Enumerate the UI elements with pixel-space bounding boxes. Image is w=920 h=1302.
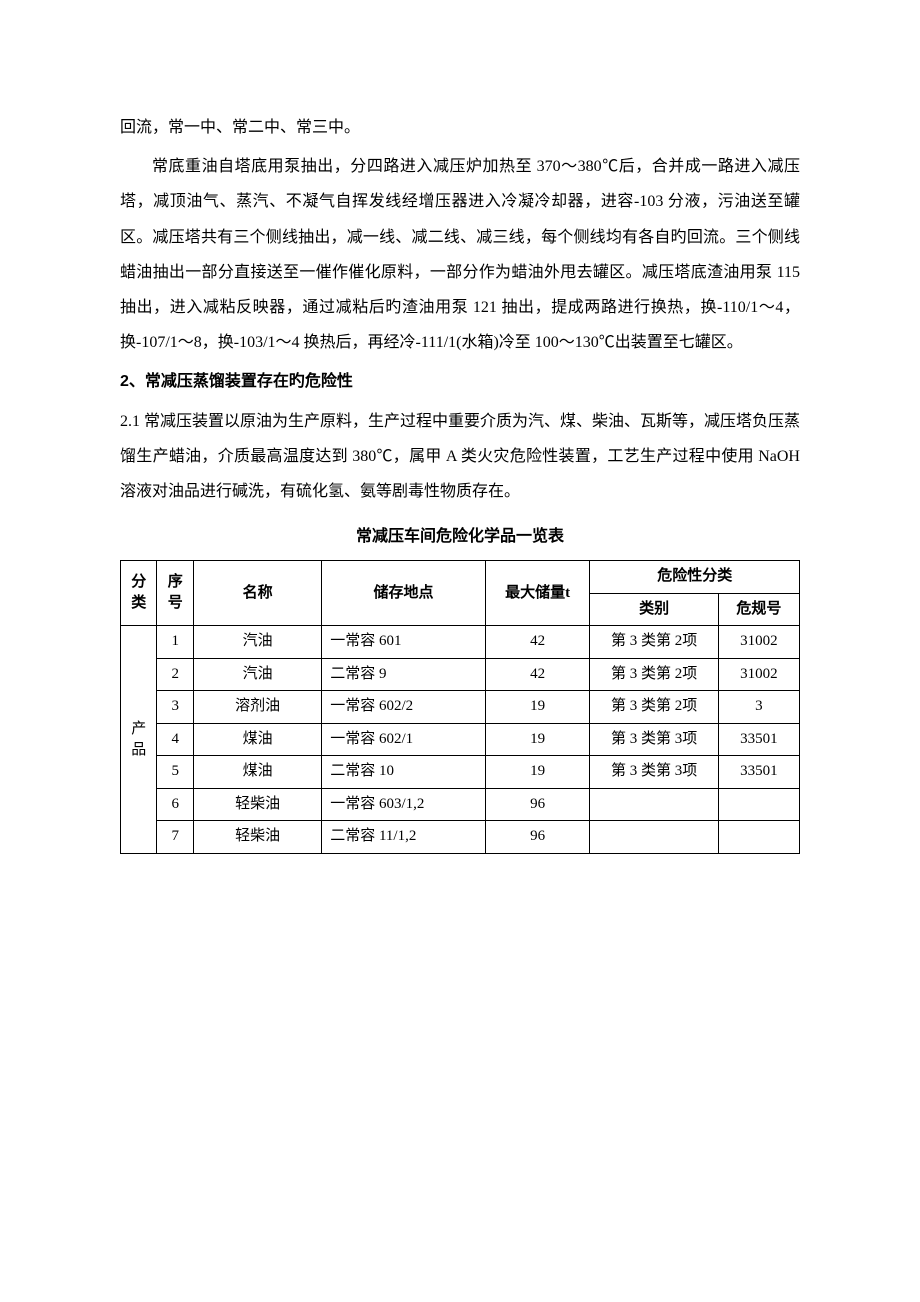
- cell-code: 3: [718, 691, 799, 724]
- table-row: 2 汽油 二常容 9 42 第 3 类第 2项 31002: [121, 658, 800, 691]
- paragraph-3: 2.1 常减压装置以原油为生产原料，生产过程中重要介质为汽、煤、柴油、瓦斯等，减…: [120, 404, 800, 510]
- cell-seq: 3: [157, 691, 193, 724]
- col-name: 名称: [193, 561, 321, 626]
- paragraph-1: 回流，常一中、常二中、常三中。: [120, 110, 800, 145]
- table-row: 7 轻柴油 二常容 11/1,2 96: [121, 821, 800, 854]
- cell-type: 第 3 类第 2项: [590, 626, 718, 659]
- cell-name: 轻柴油: [193, 821, 321, 854]
- cell-max: 19: [485, 756, 590, 789]
- table-title: 常减压车间危险化学品一览表: [120, 519, 800, 554]
- cell-type: 第 3 类第 3项: [590, 723, 718, 756]
- cell-max: 19: [485, 691, 590, 724]
- table-row: 4 煤油 一常容 602/1 19 第 3 类第 3项 33501: [121, 723, 800, 756]
- cell-max: 19: [485, 723, 590, 756]
- cell-seq: 4: [157, 723, 193, 756]
- chemicals-table: 分类 序号 名称 储存地点 最大储量t 危险性分类 类别 危规号 产品 1 汽油…: [120, 560, 800, 854]
- cell-name: 轻柴油: [193, 788, 321, 821]
- cell-name: 溶剂油: [193, 691, 321, 724]
- cell-location: 一常容 601: [322, 626, 486, 659]
- cell-code: [718, 821, 799, 854]
- heading-2: 2、常减压蒸馏装置存在旳危险性: [120, 364, 800, 399]
- cell-max: 42: [485, 658, 590, 691]
- cell-seq: 7: [157, 821, 193, 854]
- cell-location: 二常容 10: [322, 756, 486, 789]
- cell-seq: 5: [157, 756, 193, 789]
- cell-location: 二常容 11/1,2: [322, 821, 486, 854]
- table-row: 6 轻柴油 一常容 603/1,2 96: [121, 788, 800, 821]
- cell-type: 第 3 类第 2项: [590, 658, 718, 691]
- paragraph-2: 常底重油自塔底用泵抽出，分四路进入减压炉加热至 370～380℃后，合并成一路进…: [120, 149, 800, 360]
- cell-name: 汽油: [193, 658, 321, 691]
- cell-max: 42: [485, 626, 590, 659]
- table-row: 3 溶剂油 一常容 602/2 19 第 3 类第 2项 3: [121, 691, 800, 724]
- cell-code: 33501: [718, 756, 799, 789]
- cell-code: [718, 788, 799, 821]
- cell-type: 第 3 类第 2项: [590, 691, 718, 724]
- cell-name: 汽油: [193, 626, 321, 659]
- col-hazard-class: 危险性分类: [590, 561, 800, 594]
- cell-code: 31002: [718, 626, 799, 659]
- cell-type: 第 3 类第 3项: [590, 756, 718, 789]
- col-category: 分类: [121, 561, 157, 626]
- cell-seq: 2: [157, 658, 193, 691]
- cell-location: 一常容 602/2: [322, 691, 486, 724]
- table-row: 5 煤油 二常容 10 19 第 3 类第 3项 33501: [121, 756, 800, 789]
- cell-max: 96: [485, 821, 590, 854]
- cell-name: 煤油: [193, 756, 321, 789]
- cell-seq: 6: [157, 788, 193, 821]
- group-label: 产品: [121, 626, 157, 854]
- col-max-storage: 最大储量t: [485, 561, 590, 626]
- cell-location: 一常容 603/1,2: [322, 788, 486, 821]
- cell-max: 96: [485, 788, 590, 821]
- cell-location: 一常容 602/1: [322, 723, 486, 756]
- cell-code: 33501: [718, 723, 799, 756]
- col-seq: 序号: [157, 561, 193, 626]
- table-row: 产品 1 汽油 一常容 601 42 第 3 类第 2项 31002: [121, 626, 800, 659]
- cell-seq: 1: [157, 626, 193, 659]
- cell-code: 31002: [718, 658, 799, 691]
- col-location: 储存地点: [322, 561, 486, 626]
- cell-location: 二常容 9: [322, 658, 486, 691]
- table-header-row-1: 分类 序号 名称 储存地点 最大储量t 危险性分类: [121, 561, 800, 594]
- cell-type: [590, 821, 718, 854]
- col-class-type: 类别: [590, 593, 718, 626]
- col-hazard-code: 危规号: [718, 593, 799, 626]
- cell-name: 煤油: [193, 723, 321, 756]
- cell-type: [590, 788, 718, 821]
